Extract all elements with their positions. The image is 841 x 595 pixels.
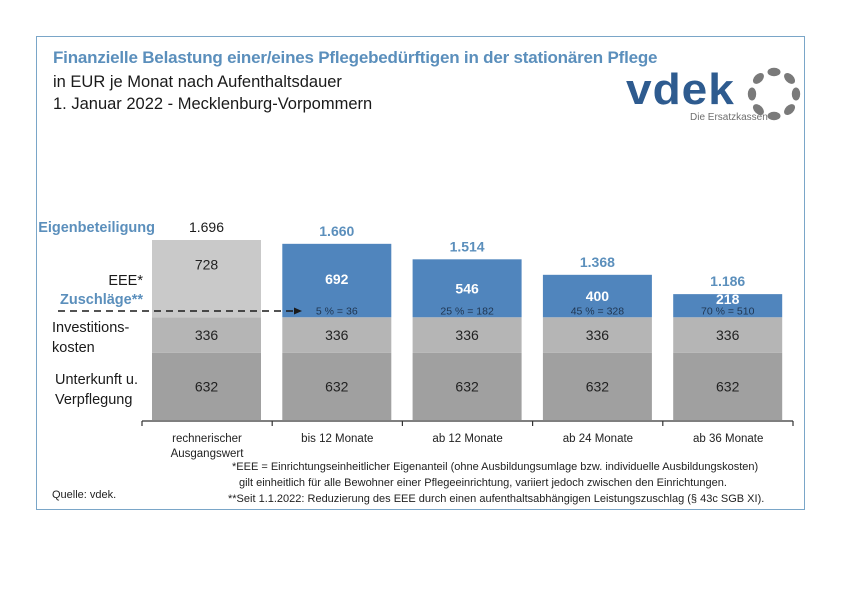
bar-value-label: 632 [586, 378, 610, 394]
logo-ring-dot [752, 72, 764, 84]
row-label-eee: EEE* [108, 273, 143, 289]
logo-ring-dot [747, 87, 757, 101]
bar-segment-investitionskosten [152, 317, 261, 353]
bar-segment-investitionskosten [673, 317, 783, 353]
bars-group [152, 240, 783, 420]
x-axis-ticks [141, 421, 794, 426]
x-tick-label: Ausgangswert [171, 448, 245, 460]
bar-value-label: 336 [455, 327, 479, 343]
bar-value-label: 218 [716, 291, 740, 307]
vdek-logo-tagline: Die Ersatzkassen [690, 112, 768, 123]
logo-ring-dot [767, 111, 781, 121]
x-tick-label: rechnerischer [172, 433, 242, 445]
bar-segment-investitionskosten [282, 317, 392, 353]
bar-value-label: 632 [195, 378, 219, 394]
footnote-zuschlag: **Seit 1.1.2022: Reduzierung des EEE dur… [228, 493, 765, 505]
bar-total-label: 1.186 [710, 273, 745, 289]
row-label-unterkunft-line2: Verpflegung [55, 392, 132, 408]
bar-value-label: 336 [195, 327, 219, 343]
bar-segment-investitionskosten [412, 317, 522, 353]
bar-segment-unterkunft-u-verpflegung [412, 352, 522, 420]
x-tick-label: ab 36 Monate [693, 433, 763, 445]
bar-segment-eee [152, 240, 261, 318]
x-tick-label: ab 24 Monate [563, 433, 633, 445]
bar-total-label: 1.514 [450, 238, 485, 254]
bar-value-label: 400 [586, 288, 610, 304]
vdek-logo-wordmark: vdek [626, 64, 735, 114]
bar-value-label: 336 [716, 327, 740, 343]
row-label-unterkunft-line1: Unterkunft u. [55, 372, 138, 388]
bar-total-label: 1.660 [319, 223, 354, 239]
zuschlag-label: 25 % = 182 [440, 305, 494, 317]
row-label-investitionskosten-line2: kosten [52, 340, 95, 356]
row-label-eigenbeteiligung: Eigenbeteiligung [38, 220, 155, 236]
chart-subtitle: in EUR je Monat nach Aufenthaltsdauer [53, 73, 342, 91]
bar-total-label: 1.696 [189, 219, 224, 235]
bar-value-label: 632 [325, 378, 349, 394]
zuschlag-arrowhead-icon [294, 307, 302, 315]
logo-ring-dot [791, 87, 801, 101]
row-label-investitionskosten-line1: Investitions- [52, 320, 130, 336]
logo-ring-dot [767, 67, 781, 77]
labels-group: 632 336 728 1.696 rechnerischer Ausgangswert 6… [171, 219, 764, 460]
footnote-eee-line1: *EEE = Einrichtungseinheitlicher Eigenan… [232, 461, 759, 473]
vdek-logo-ring-icon [747, 67, 801, 121]
bar-value-label: 632 [455, 378, 479, 394]
x-tick-label: ab 12 Monate [432, 433, 502, 445]
bar-segment-unterkunft-u-verpflegung [673, 352, 783, 420]
footnote-eee-line2: gilt einheitlich für alle Bewohner einer… [239, 477, 727, 489]
chart-title: Finanzielle Belastung einer/eines Pflege… [53, 48, 658, 67]
chart-date-region: 1. Januar 2022 - Mecklenburg-Vorpommern [53, 95, 373, 113]
bar-segment-unterkunft-u-verpflegung [282, 352, 392, 420]
x-tick-label: bis 12 Monate [301, 433, 373, 445]
bar-value-label: 336 [325, 327, 349, 343]
zuschlag-label: 70 % = 510 [701, 305, 755, 317]
logo-ring-dot [784, 72, 796, 84]
bar-segment-eee [412, 259, 522, 318]
bar-value-label: 728 [195, 257, 219, 273]
bar-value-label: 692 [325, 271, 349, 287]
bar-segment-unterkunft-u-verpflegung [542, 352, 652, 420]
source-note: Quelle: vdek. [52, 489, 117, 501]
zuschlag-label: 45 % = 328 [571, 305, 625, 317]
bar-segment-eee [282, 243, 392, 318]
bar-segment-eee [542, 274, 652, 318]
bar-value-label: 336 [586, 327, 610, 343]
row-label-zuschlaege: Zuschläge** [60, 292, 143, 308]
logo-ring-dot [784, 104, 796, 116]
bar-segment-eee [673, 294, 783, 318]
logo-ring-dot [752, 104, 764, 116]
bar-total-label: 1.368 [580, 254, 615, 270]
bar-segment-investitionskosten [542, 317, 652, 353]
zuschlag-label: 5 % = 36 [316, 305, 358, 317]
bar-segment-unterkunft-u-verpflegung [152, 352, 261, 420]
bar-value-label: 632 [716, 378, 740, 394]
bar-value-label: 546 [455, 280, 479, 296]
